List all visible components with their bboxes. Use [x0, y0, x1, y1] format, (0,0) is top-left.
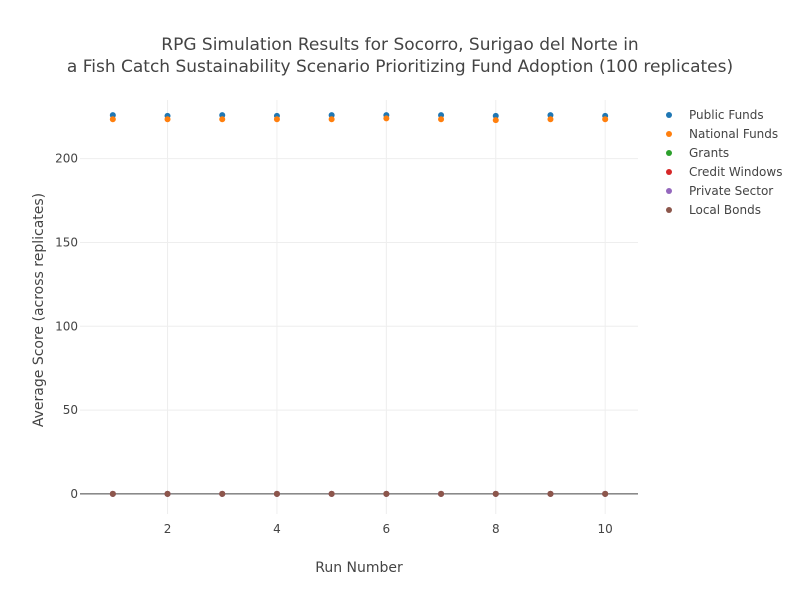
- legend-marker-public-funds: [666, 112, 672, 118]
- point-national-funds: [438, 116, 445, 123]
- point-national-funds: [109, 116, 116, 123]
- point-local-bonds: [164, 490, 171, 497]
- point-local-bonds: [328, 490, 335, 497]
- y-tick-label: 150: [55, 235, 78, 249]
- point-public-funds: [328, 112, 335, 119]
- legend-marker-private-sector: [666, 188, 672, 194]
- point-local-bonds: [219, 490, 226, 497]
- point-national-funds: [492, 117, 499, 124]
- x-tick-label: 4: [273, 522, 281, 536]
- point-public-funds: [109, 112, 116, 119]
- legend-label-local-bonds: Local Bonds: [689, 203, 761, 217]
- grid: [80, 100, 638, 514]
- y-tick-label: 0: [70, 487, 78, 501]
- legend-marker-credit-windows: [666, 169, 672, 175]
- x-tick-label: 8: [492, 522, 500, 536]
- point-public-funds: [438, 112, 445, 119]
- legend-marker-national-funds: [666, 131, 672, 137]
- legend-label-private-sector: Private Sector: [689, 184, 773, 198]
- y-axis-title: Average Score (across replicates): [31, 193, 47, 427]
- point-national-funds: [219, 116, 226, 123]
- y-tick-label: 100: [55, 319, 78, 333]
- chart-title-line-2: a Fish Catch Sustainability Scenario Pri…: [67, 57, 733, 77]
- point-national-funds: [328, 116, 335, 123]
- point-local-bonds: [109, 490, 116, 497]
- legend: Public Funds National Funds Grants Credit W…: [666, 108, 782, 217]
- x-tick-label: 10: [598, 522, 613, 536]
- point-local-bonds: [383, 490, 390, 497]
- point-local-bonds: [438, 490, 445, 497]
- data-points: [109, 112, 609, 497]
- legend-label-public-funds: Public Funds: [689, 108, 764, 122]
- point-national-funds: [602, 116, 609, 123]
- x-tick-label: 2: [164, 522, 172, 536]
- point-national-funds: [164, 116, 171, 123]
- x-tick-label: 6: [383, 522, 391, 536]
- point-national-funds: [273, 116, 280, 123]
- point-public-funds: [219, 112, 226, 119]
- point-local-bonds: [547, 490, 554, 497]
- chart-title-line-1: RPG Simulation Results for Socorro, Suri…: [161, 35, 638, 55]
- point-local-bonds: [602, 490, 609, 497]
- point-public-funds: [492, 112, 499, 119]
- point-national-funds: [383, 115, 390, 122]
- legend-label-credit-windows: Credit Windows: [689, 165, 782, 179]
- legend-marker-local-bonds: [666, 207, 672, 213]
- legend-label-grants: Grants: [689, 146, 729, 160]
- x-axis-title: Run Number: [315, 560, 403, 576]
- point-local-bonds: [273, 490, 280, 497]
- y-tick-label: 200: [55, 152, 78, 166]
- y-tick-label: 50: [63, 403, 78, 417]
- legend-marker-grants: [666, 150, 672, 156]
- point-local-bonds: [492, 490, 499, 497]
- point-public-funds: [547, 112, 554, 119]
- point-national-funds: [547, 116, 554, 123]
- legend-label-national-funds: National Funds: [689, 127, 778, 141]
